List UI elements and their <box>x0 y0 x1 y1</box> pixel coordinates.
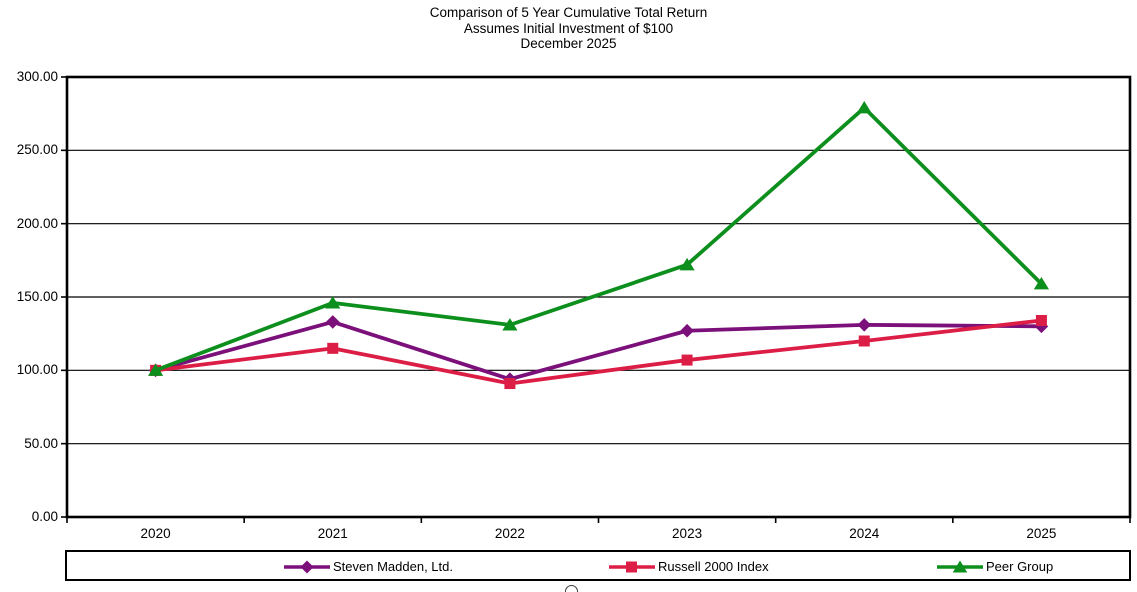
legend: Steven Madden, Ltd. Russell 2000 Index P… <box>65 550 1131 581</box>
triangle-line-icon <box>937 560 983 573</box>
legend-entry-steven-madden: Steven Madden, Ltd. <box>282 559 453 575</box>
y-tick-label: 300.00 <box>16 69 58 84</box>
x-tick-label: 2020 <box>140 526 171 541</box>
legend-entry-russell-2000: Russell 2000 Index <box>607 559 769 575</box>
x-tick-label: 2021 <box>317 526 348 541</box>
x-tick-label: 2023 <box>672 526 703 541</box>
chart-title: Comparison of 5 Year Cumulative Total Re… <box>429 5 708 20</box>
x-tick-label: 2025 <box>1026 526 1057 541</box>
diamond-line-icon <box>284 560 330 574</box>
y-tick-label: 50.00 <box>24 435 58 451</box>
x-tick-label: 2022 <box>494 526 525 541</box>
square-line-icon <box>609 561 655 573</box>
y-tick-label: 250.00 <box>16 142 58 158</box>
y-tick-label: 200.00 <box>16 215 58 231</box>
y-tick-label: 150.00 <box>16 289 58 304</box>
partial-arc-glyph <box>565 585 578 592</box>
chart-subtitle-investment: Assumes Initial Investment of $100 <box>463 20 674 36</box>
legend-entry-peer-group: Peer Group <box>935 559 1053 575</box>
legend-label: Russell 2000 Index <box>658 559 769 574</box>
legend-label: Peer Group <box>986 559 1054 574</box>
y-tick-label: 0.00 <box>31 509 58 524</box>
chart-title-block: Comparison of 5 Year Cumulative Total Re… <box>0 5 1137 52</box>
x-tick-label: 2024 <box>849 526 880 541</box>
legend-label: Steven Madden, Ltd. <box>333 559 453 574</box>
chart-subtitle-date: December 2025 <box>520 36 617 51</box>
y-tick-label: 100.00 <box>16 362 58 378</box>
